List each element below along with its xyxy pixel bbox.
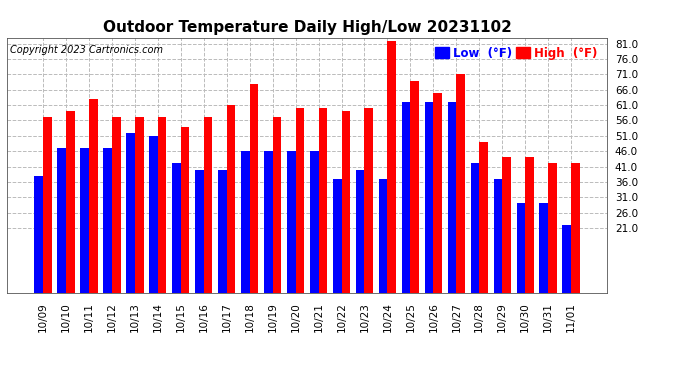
Bar — [388, 40, 396, 292]
Bar — [112, 117, 121, 292]
Bar — [57, 148, 66, 292]
Bar — [319, 108, 327, 292]
Bar — [517, 203, 525, 292]
Bar — [356, 170, 364, 292]
Bar — [103, 148, 112, 292]
Bar — [411, 81, 419, 292]
Bar — [226, 105, 235, 292]
Bar — [471, 164, 480, 292]
Bar — [310, 151, 319, 292]
Bar — [241, 151, 250, 292]
Title: Outdoor Temperature Daily High/Low 20231102: Outdoor Temperature Daily High/Low 20231… — [103, 20, 511, 35]
Text: Copyright 2023 Cartronics.com: Copyright 2023 Cartronics.com — [10, 45, 163, 55]
Bar — [204, 117, 213, 292]
Bar — [456, 74, 465, 292]
Bar — [333, 179, 342, 292]
Bar — [364, 108, 373, 292]
Bar — [493, 179, 502, 292]
Bar — [480, 142, 488, 292]
Bar — [158, 117, 166, 292]
Bar — [342, 111, 351, 292]
Bar — [126, 133, 135, 292]
Bar — [89, 99, 97, 292]
Bar — [195, 170, 204, 292]
Legend: Low  (°F), High  (°F): Low (°F), High (°F) — [432, 45, 600, 63]
Bar — [149, 136, 158, 292]
Bar — [66, 111, 75, 292]
Bar — [218, 170, 226, 292]
Bar — [379, 179, 388, 292]
Bar — [525, 158, 534, 292]
Bar — [571, 164, 580, 292]
Bar — [540, 203, 549, 292]
Bar — [172, 164, 181, 292]
Bar — [549, 164, 557, 292]
Bar — [287, 151, 295, 292]
Bar — [448, 102, 456, 292]
Bar — [402, 102, 411, 292]
Bar — [34, 176, 43, 292]
Bar — [502, 158, 511, 292]
Bar — [80, 148, 89, 292]
Bar — [43, 117, 52, 292]
Bar — [295, 108, 304, 292]
Bar — [273, 117, 282, 292]
Bar — [433, 93, 442, 292]
Bar — [250, 84, 258, 292]
Bar — [181, 127, 190, 292]
Bar — [424, 102, 433, 292]
Bar — [135, 117, 144, 292]
Bar — [264, 151, 273, 292]
Bar — [562, 225, 571, 292]
